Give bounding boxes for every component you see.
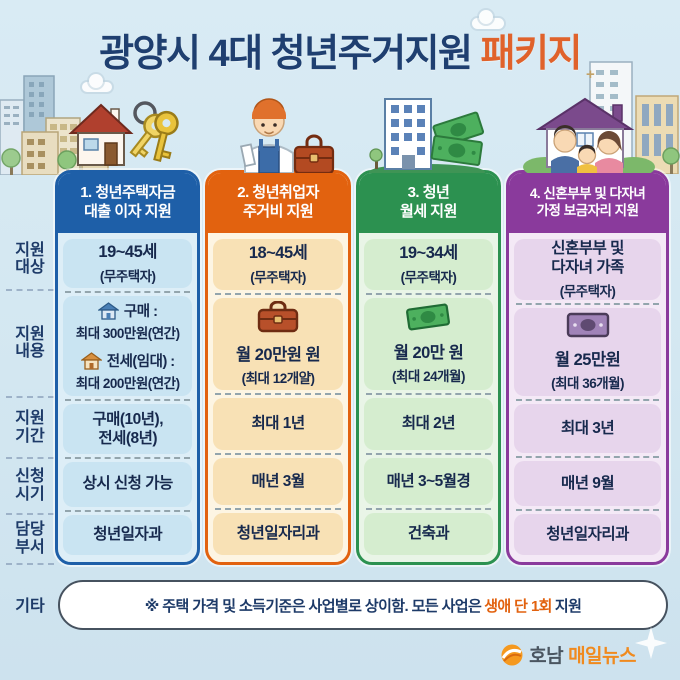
target-cell-3: 19~34세 (무주택자) xyxy=(363,239,494,291)
department-cell-2: 청년일자리과 xyxy=(213,512,343,555)
row-label-period: 지원 기간 xyxy=(6,398,54,459)
dashed-divider xyxy=(65,456,191,459)
dashed-divider xyxy=(516,302,659,305)
row-label-gutter: 지원 대상 지원 내용 지원 기간 신청 시기 담당 부서 xyxy=(6,230,54,565)
building-with-money-illustration xyxy=(356,93,501,173)
program-column-monthly-rent: 3. 청년 월세 지원 19~34세 (무주택자) xyxy=(355,98,502,565)
row-label-etc: 기타 xyxy=(15,598,45,615)
row-label-content: 지원 내용 xyxy=(6,291,54,399)
page-title-highlight: 패키지 xyxy=(480,33,583,75)
dashed-divider xyxy=(365,293,492,296)
row-label-apply-time: 신청 시기 xyxy=(6,459,54,515)
apply-time-cell-2: 매년 3월 xyxy=(213,457,343,505)
dashed-divider xyxy=(365,393,492,396)
apply-time-cell-3: 매년 3~5월경 xyxy=(363,457,494,505)
dashed-divider xyxy=(65,399,191,402)
news-brand-logo: 호남 매일뉴스 xyxy=(500,641,636,668)
apply-time-cell-1: 상시 신청 가능 xyxy=(63,461,193,507)
city-skyline-left-illustration xyxy=(0,75,109,175)
dashed-divider xyxy=(215,507,341,510)
row-label-target: 지원 대상 xyxy=(6,230,54,291)
etc-note-box: ※ 주택 가격 및 소득기준은 사업별로 상이함. 모든 사업은 생애 단 1회… xyxy=(58,580,668,630)
dashed-divider xyxy=(65,291,191,294)
purple-banknote-icon xyxy=(566,312,609,338)
column-header-3: 3. 청년 월세 지원 xyxy=(358,173,499,233)
department-cell-3: 건축과 xyxy=(363,512,494,555)
toolbox-icon xyxy=(257,301,299,333)
period-cell-2: 최대 1년 xyxy=(213,398,343,450)
target-cell-2: 18~45세 (무주택자) xyxy=(213,239,343,291)
program-column-worker-housing: 2. 청년취업자 주거비 지원 18~45세 (무주택자) xyxy=(205,98,351,565)
program-column-newlywed-nest: 4. 신혼부부 및 다자녀 가정 보금자리 지원 신혼부부 및 다자녀 가족 (… xyxy=(506,97,669,565)
dashed-divider xyxy=(215,293,341,296)
target-cell-4: 신혼부부 및 다자녀 가족 (무주택자) xyxy=(514,239,661,300)
row-label-department: 담당 부서 xyxy=(6,515,54,565)
program-column-loan-interest: 1. 청년주택자금 대출 이자 지원 19~45세 (무주택자) 구매 : xyxy=(55,101,201,565)
sparkle-decoration xyxy=(635,627,667,659)
dashed-divider xyxy=(516,509,659,512)
content-cell-4: 월 25만원 (최대 36개월) xyxy=(514,307,661,396)
page-title-main: 광양시 4대 청년주거지원 xyxy=(99,33,481,75)
plus-sparkle-decoration: + xyxy=(586,66,595,83)
column-header-2: 2. 청년취업자 주거비 지원 xyxy=(208,173,348,233)
etc-note-highlight: 생애 단 1회 xyxy=(484,597,552,615)
etc-note-suffix: 지원 xyxy=(554,597,582,615)
page-title: 광양시 4대 청년주거지원 패키지 xyxy=(0,22,680,77)
family-with-house-illustration xyxy=(506,93,669,173)
dashed-divider xyxy=(365,452,492,455)
green-banknote-icon xyxy=(406,303,451,331)
dashed-divider xyxy=(516,398,659,401)
etc-note-prefix: ※ 주택 가격 및 소득기준은 사업별로 상이함. 모든 사업은 xyxy=(144,597,482,615)
department-cell-4: 청년일자리과 xyxy=(514,514,661,555)
brand-circle-icon xyxy=(501,644,523,665)
cloud-decoration xyxy=(472,10,504,29)
dashed-divider xyxy=(65,509,191,512)
cloud-decoration xyxy=(82,74,112,92)
content-cell-3: 월 20만 원 (최대 24개월) xyxy=(363,298,494,391)
period-cell-1: 구매(10년), 전세(8년) xyxy=(63,404,193,454)
blue-house-icon xyxy=(97,301,119,320)
dashed-divider xyxy=(215,452,341,455)
target-cell-1: 19~45세 (무주택자) xyxy=(63,239,193,289)
apply-time-cell-4: 매년 9월 xyxy=(514,461,661,507)
orange-house-icon xyxy=(80,351,102,370)
column-header-4: 4. 신혼부부 및 다자녀 가정 보금자리 지원 xyxy=(509,173,666,233)
period-cell-4: 최대 3년 xyxy=(514,403,661,454)
department-cell-1: 청년일자과 xyxy=(63,514,193,555)
brand-text-dark: 호남 xyxy=(529,646,564,667)
column-header-1: 1. 청년주택자금 대출 이자 지원 xyxy=(58,173,198,233)
content-cell-2: 월 20만원 원 (최대 12개얄) xyxy=(213,298,343,391)
content-cell-1: 구매 : 최대 300만원(연간) 전세(임대) : 최대 200만원(연간) xyxy=(63,296,193,397)
dashed-divider xyxy=(516,456,659,459)
house-with-keys-illustration xyxy=(55,93,200,173)
program-columns: 1. 청년주택자금 대출 이자 지원 19~45세 (무주택자) 구매 : xyxy=(55,97,669,565)
dashed-divider xyxy=(365,507,492,510)
brand-text-orange: 매일뉴스 xyxy=(568,646,636,667)
worker-with-toolbox-illustration xyxy=(205,93,350,173)
period-cell-3: 최대 2년 xyxy=(363,398,494,450)
dashed-divider xyxy=(215,393,341,396)
